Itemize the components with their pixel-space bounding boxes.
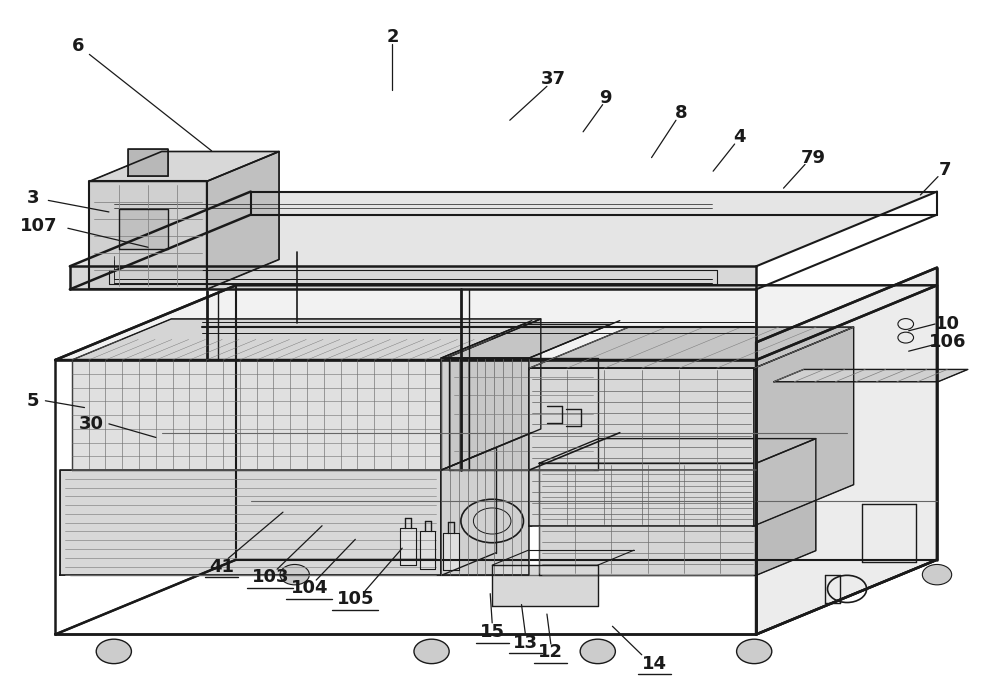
Polygon shape	[441, 358, 529, 576]
Text: 104: 104	[291, 579, 328, 597]
Polygon shape	[72, 360, 441, 470]
Text: 2: 2	[386, 28, 399, 46]
Circle shape	[96, 639, 131, 664]
Text: 10: 10	[935, 315, 960, 333]
Polygon shape	[492, 565, 598, 606]
Polygon shape	[128, 149, 168, 176]
Text: 4: 4	[733, 128, 746, 146]
Polygon shape	[441, 325, 611, 358]
Polygon shape	[756, 285, 937, 634]
Text: 13: 13	[513, 634, 538, 651]
Text: 105: 105	[337, 590, 374, 608]
Polygon shape	[441, 319, 541, 470]
Polygon shape	[70, 266, 756, 289]
Text: 8: 8	[675, 104, 687, 123]
Polygon shape	[70, 192, 937, 266]
Polygon shape	[60, 470, 441, 576]
Polygon shape	[754, 327, 854, 526]
Polygon shape	[756, 439, 816, 576]
Circle shape	[414, 639, 449, 664]
Circle shape	[280, 565, 309, 585]
Polygon shape	[539, 463, 756, 576]
Polygon shape	[529, 327, 854, 368]
Circle shape	[737, 639, 772, 664]
Circle shape	[922, 565, 952, 585]
Polygon shape	[539, 439, 816, 463]
Text: 106: 106	[929, 333, 967, 351]
Polygon shape	[207, 151, 279, 289]
Text: 12: 12	[538, 643, 563, 661]
Text: 79: 79	[800, 149, 825, 166]
Text: 37: 37	[541, 70, 566, 89]
Polygon shape	[72, 319, 541, 360]
Text: 14: 14	[642, 655, 667, 672]
Text: 3: 3	[26, 190, 39, 207]
Text: 7: 7	[939, 161, 951, 179]
Polygon shape	[529, 368, 754, 526]
Polygon shape	[443, 533, 459, 570]
Polygon shape	[55, 285, 937, 360]
Text: 5: 5	[26, 391, 39, 410]
Polygon shape	[89, 181, 207, 289]
Text: 107: 107	[20, 216, 57, 235]
Text: 6: 6	[71, 37, 84, 55]
Polygon shape	[89, 151, 279, 181]
Text: 9: 9	[599, 89, 612, 107]
Polygon shape	[756, 267, 937, 634]
Polygon shape	[774, 370, 968, 382]
Polygon shape	[420, 531, 435, 569]
Polygon shape	[400, 528, 416, 565]
Polygon shape	[449, 358, 598, 470]
Circle shape	[580, 639, 615, 664]
Text: 30: 30	[79, 415, 104, 433]
Text: 15: 15	[480, 623, 505, 640]
Text: 41: 41	[209, 557, 234, 576]
Polygon shape	[119, 209, 168, 250]
Text: 103: 103	[251, 568, 289, 587]
